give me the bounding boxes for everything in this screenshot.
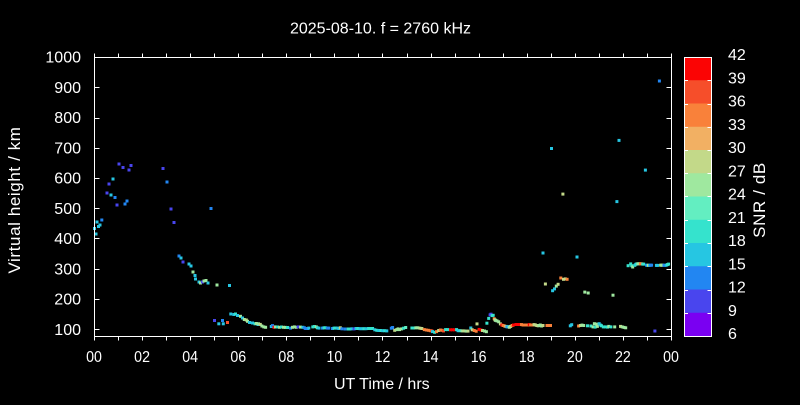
svg-text:20: 20	[567, 349, 583, 366]
svg-text:Virtual height / km: Virtual height / km	[5, 126, 24, 273]
svg-text:200: 200	[54, 292, 81, 309]
svg-text:1000: 1000	[45, 50, 81, 67]
svg-text:39: 39	[728, 70, 746, 87]
svg-text:08: 08	[278, 349, 294, 366]
svg-text:15: 15	[728, 256, 746, 273]
svg-text:02: 02	[134, 349, 150, 366]
svg-text:500: 500	[54, 201, 81, 218]
svg-text:9: 9	[728, 303, 737, 320]
svg-text:900: 900	[54, 80, 81, 97]
svg-text:18: 18	[728, 233, 746, 250]
svg-text:42: 42	[728, 47, 746, 64]
svg-text:00: 00	[86, 349, 102, 366]
svg-text:SNR / dB: SNR / dB	[750, 162, 769, 238]
svg-text:16: 16	[471, 349, 487, 366]
svg-text:6: 6	[728, 326, 737, 343]
svg-text:27: 27	[728, 163, 746, 180]
svg-text:2025-08-10. f = 2760 kHz: 2025-08-10. f = 2760 kHz	[290, 21, 471, 38]
svg-text:600: 600	[54, 171, 81, 188]
svg-text:22: 22	[615, 349, 631, 366]
svg-text:800: 800	[54, 110, 81, 127]
svg-text:04: 04	[182, 349, 198, 366]
svg-text:24: 24	[728, 187, 746, 204]
svg-text:21: 21	[728, 210, 746, 227]
svg-text:400: 400	[54, 231, 81, 248]
svg-text:06: 06	[230, 349, 246, 366]
svg-text:36: 36	[728, 94, 746, 111]
svg-text:100: 100	[54, 322, 81, 339]
svg-text:UT Time / hrs: UT Time / hrs	[334, 376, 430, 393]
svg-text:12: 12	[728, 280, 746, 297]
svg-text:10: 10	[327, 349, 343, 366]
svg-text:18: 18	[519, 349, 535, 366]
svg-text:300: 300	[54, 261, 81, 278]
svg-text:14: 14	[423, 349, 439, 366]
svg-text:30: 30	[728, 140, 746, 157]
svg-text:00: 00	[663, 349, 679, 366]
svg-text:12: 12	[375, 349, 391, 366]
svg-text:700: 700	[54, 140, 81, 157]
svg-text:33: 33	[728, 117, 746, 134]
